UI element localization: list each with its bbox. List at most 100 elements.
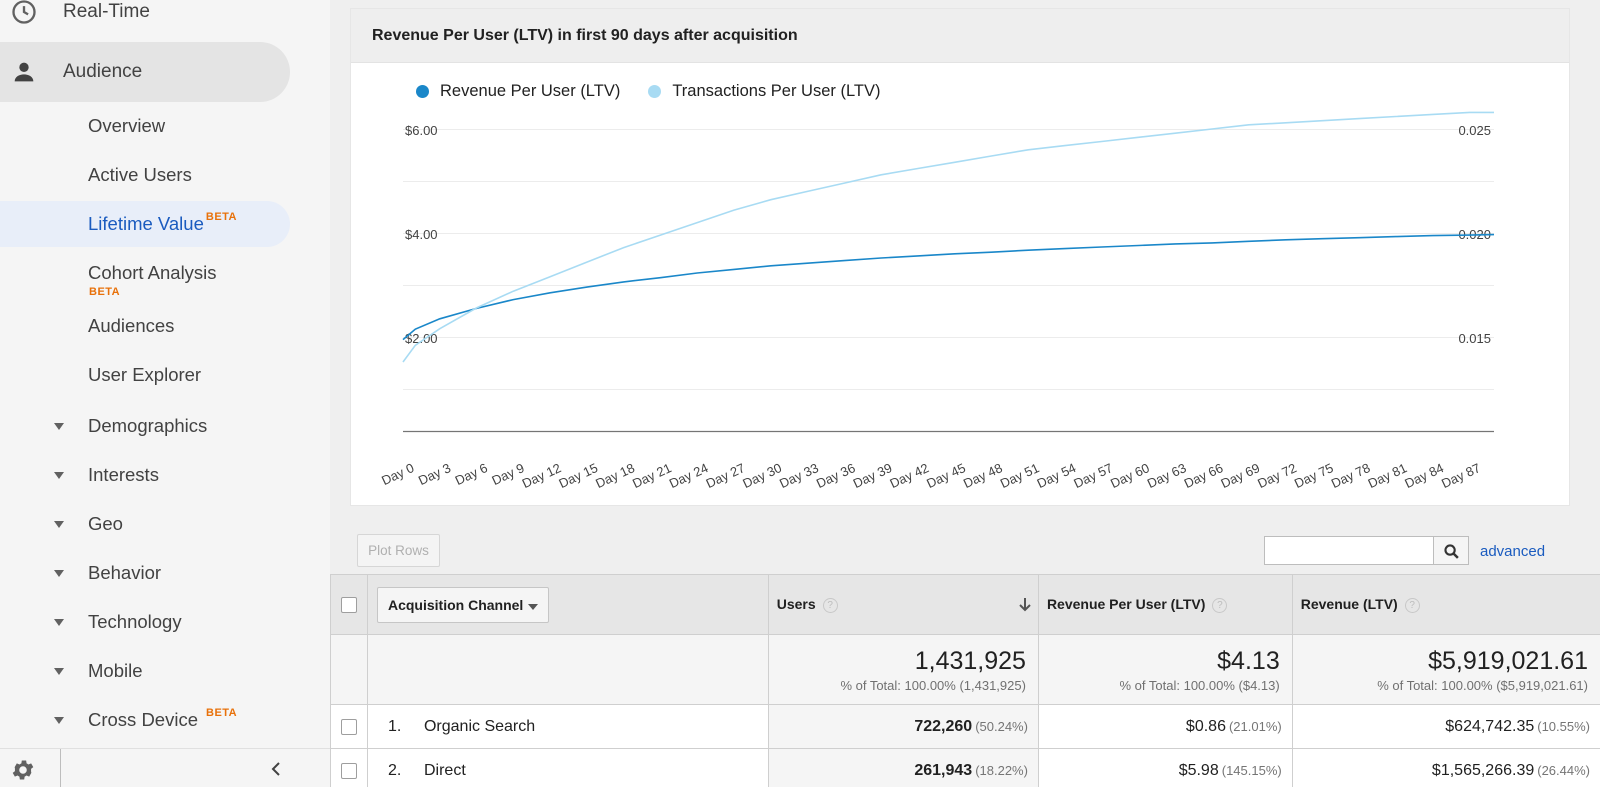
- sidebar-item-label: Active Users: [88, 164, 192, 185]
- sidebar-item-overview[interactable]: Overview: [0, 103, 290, 149]
- x-tick-label: Day 54: [1035, 460, 1079, 491]
- search-icon: [1444, 544, 1459, 559]
- legend-dot-transactions: [648, 85, 662, 98]
- data-table: Acquisition Channel Users? Revenue Per U…: [330, 574, 1600, 787]
- x-tick-label: Day 69: [1218, 460, 1262, 491]
- row-rank: 2.: [387, 761, 402, 779]
- empty-cell: [366, 634, 769, 705]
- sidebar-item-label: Audiences: [88, 315, 175, 336]
- legend-item-revenue[interactable]: Revenue Per User (LTV): [416, 82, 620, 101]
- sidebar-cat-technology[interactable]: Technology: [0, 600, 290, 646]
- x-tick-label: Day 81: [1366, 460, 1410, 491]
- gear-icon[interactable]: [10, 757, 36, 783]
- row-checkbox-cell: [330, 748, 368, 787]
- expand-triangle-icon: [54, 423, 64, 430]
- table-search-input[interactable]: [1264, 536, 1434, 565]
- y-right-tick-label: 0.025: [1458, 123, 1491, 138]
- sidebar-item-label: Mobile: [88, 660, 143, 681]
- empty-cell: [330, 634, 368, 705]
- column-header-users[interactable]: Users?: [767, 574, 1039, 635]
- channel-cell: 1. Organic Search: [366, 704, 769, 749]
- sidebar-item-label: Lifetime Value: [88, 213, 204, 234]
- dimension-header: Acquisition Channel: [366, 574, 769, 635]
- column-header-revenue-per-user[interactable]: Revenue Per User (LTV)?: [1037, 574, 1293, 635]
- series-line-transactions-per-user: [402, 111, 1494, 363]
- sidebar-item-active-users[interactable]: Active Users: [0, 152, 290, 198]
- sidebar-cat-behavior[interactable]: Behavior: [0, 551, 290, 597]
- revenue-cell: $624,742.35 (10.55%): [1291, 704, 1600, 749]
- channel-link[interactable]: Direct: [423, 761, 466, 779]
- cell-value: $1,565,266.39: [1431, 761, 1535, 779]
- cell-pct: (18.22%): [975, 762, 1028, 778]
- plot-rows-button[interactable]: Plot Rows: [357, 534, 440, 567]
- legend-label: Revenue Per User (LTV): [440, 82, 621, 100]
- sidebar-item-label: Cross Device: [88, 709, 198, 730]
- clock-icon: [12, 0, 36, 24]
- x-tick-label: Day 51: [998, 460, 1042, 491]
- legend-label: Transactions Per User (LTV): [672, 82, 881, 100]
- total-value: $4.13: [1217, 646, 1280, 675]
- x-tick-label: Day 3: [416, 460, 453, 488]
- sidebar-cat-demographics[interactable]: Demographics: [0, 404, 290, 450]
- row-checkbox[interactable]: [340, 718, 357, 735]
- select-all-cell: [330, 574, 368, 635]
- cell-pct: (145.15%): [1221, 762, 1282, 778]
- table-toolbar: Plot Rows advanced: [330, 524, 1600, 574]
- chart-legend: Revenue Per User (LTV) Transactions Per …: [416, 82, 880, 101]
- sidebar-item-audiences[interactable]: Audiences: [0, 303, 290, 349]
- total-revenue-per-user: $4.13 % of Total: 100.00% ($4.13): [1037, 634, 1293, 705]
- column-header-revenue[interactable]: Revenue (LTV)?: [1291, 574, 1600, 635]
- x-tick-label: Day 9: [489, 460, 526, 488]
- sidebar-item-cohort-analysis[interactable]: Cohort Analysis BETA: [0, 250, 290, 300]
- rpu-cell: $5.98 (145.15%): [1037, 748, 1293, 787]
- cell-pct: (10.55%): [1537, 718, 1590, 734]
- beta-badge: BETA: [89, 286, 121, 298]
- help-icon[interactable]: ?: [1404, 597, 1420, 613]
- cell-value: 261,943: [914, 761, 973, 779]
- expand-triangle-icon: [54, 570, 64, 577]
- person-icon: [14, 62, 34, 82]
- x-tick-label: Day 15: [556, 460, 600, 491]
- expand-triangle-icon: [54, 717, 64, 724]
- select-all-checkbox[interactable]: [340, 596, 357, 613]
- legend-item-transactions[interactable]: Transactions Per User (LTV): [648, 82, 880, 101]
- dimension-select[interactable]: Acquisition Channel: [376, 586, 549, 623]
- sidebar-item-label: Technology: [88, 611, 182, 632]
- sidebar-cat-mobile[interactable]: Mobile: [0, 649, 290, 695]
- row-rank: 1.: [387, 717, 402, 735]
- nav-realtime[interactable]: Real-Time: [0, 0, 290, 42]
- advanced-link[interactable]: advanced: [1480, 543, 1546, 560]
- sidebar-item-label: Geo: [88, 513, 123, 534]
- sidebar-cat-geo[interactable]: Geo: [0, 502, 290, 548]
- sidebar-item-lifetime-value[interactable]: Lifetime Value BETA: [0, 201, 290, 247]
- nav-audience[interactable]: Audience: [0, 42, 290, 102]
- expand-triangle-icon: [54, 619, 64, 626]
- cell-value: 722,260: [914, 717, 973, 735]
- chart-title: Revenue Per User (LTV) in first 90 days …: [351, 9, 1569, 63]
- x-tick-label: Day 57: [1071, 460, 1115, 491]
- cell-value: $5.98: [1178, 761, 1219, 779]
- chevron-left-icon[interactable]: [268, 761, 284, 777]
- x-tick-label: Day 18: [593, 460, 637, 491]
- total-sub: % of Total: 100.00% (1,431,925): [840, 677, 1026, 693]
- help-icon[interactable]: ?: [822, 597, 838, 613]
- x-tick-label: Day 36: [814, 460, 858, 491]
- help-icon[interactable]: ?: [1212, 597, 1228, 613]
- sidebar-footer: [0, 748, 330, 787]
- y-right-tick-label: 0.015: [1458, 331, 1491, 346]
- channel-link[interactable]: Organic Search: [423, 717, 536, 735]
- table-row: 2. Direct 261,943 (18.22%) $5.98 (145.15%) …: [330, 748, 1600, 787]
- total-users: 1,431,925 % of Total: 100.00% (1,431,925…: [767, 634, 1039, 705]
- sidebar-item-user-explorer[interactable]: User Explorer: [0, 352, 290, 398]
- search-button[interactable]: [1433, 536, 1469, 565]
- row-checkbox[interactable]: [340, 762, 357, 779]
- x-tick-label: Day 66: [1182, 460, 1226, 491]
- sidebar-cat-cross-device[interactable]: Cross Device BETA: [0, 698, 290, 744]
- x-tick-label: Day 63: [1145, 460, 1189, 491]
- table-header-row: Acquisition Channel Users? Revenue Per U…: [330, 574, 1600, 635]
- total-sub: % of Total: 100.00% ($5,919,021.61): [1377, 677, 1588, 693]
- totals-row: 1,431,925 % of Total: 100.00% (1,431,925…: [330, 634, 1600, 705]
- column-label: Revenue (LTV): [1300, 596, 1398, 613]
- divider: [60, 749, 61, 787]
- sidebar-cat-interests[interactable]: Interests: [0, 453, 290, 499]
